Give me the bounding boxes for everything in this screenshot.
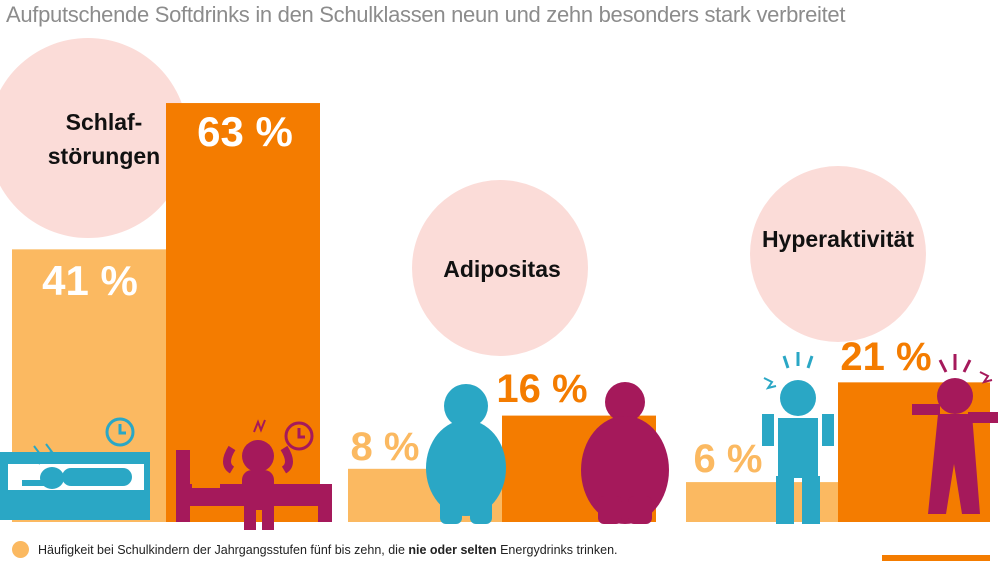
value-label-hyper-light: 6 % [694,437,763,481]
headache-person-icon [176,419,332,530]
overweight-person-teal-icon [426,384,506,524]
circle-adipositas [412,180,588,356]
clock-icon-2 [284,421,314,451]
value-label-schlaf-light: 41 % [42,257,138,304]
legend-line [882,555,990,561]
sleeping-person-icon [0,443,150,520]
stressed-person-magenta-icon [912,354,998,514]
value-label-adipositas-dark: 16 % [496,367,587,411]
legend: Häufigkeit bei Schulkindern der Jahrgang… [12,541,618,558]
circle-hyperaktivitaet [750,166,926,342]
category-label-schlafstoerungen-line1: Schlaf- [66,109,143,135]
chart-title: Aufputschende Softdrinks in den Schulkla… [6,2,846,27]
overweight-person-magenta-icon [581,382,669,524]
value-label-adipositas-light: 8 % [351,425,420,469]
legend-text-bold: nie oder selten [408,542,497,557]
value-label-schlaf-dark: 63 % [197,108,293,155]
legend-text: Häufigkeit bei Schulkindern der Jahrgang… [38,543,618,557]
legend-text-after: Energydrinks trinken. [496,542,618,557]
category-label-adipositas: Adipositas [443,256,561,282]
stressed-person-teal-icon [762,352,834,524]
legend-text-before: Häufigkeit bei Schulkindern der Jahrgang… [38,542,409,557]
circle-schlafstoerungen [0,38,188,238]
clock-icon [105,417,135,447]
category-label-hyperaktivitaet: Hyperaktivität [762,226,914,252]
value-label-hyper-dark: 21 % [840,335,931,379]
legend-marker [12,541,29,558]
category-label-schlafstoerungen-line2: störungen [48,143,160,169]
